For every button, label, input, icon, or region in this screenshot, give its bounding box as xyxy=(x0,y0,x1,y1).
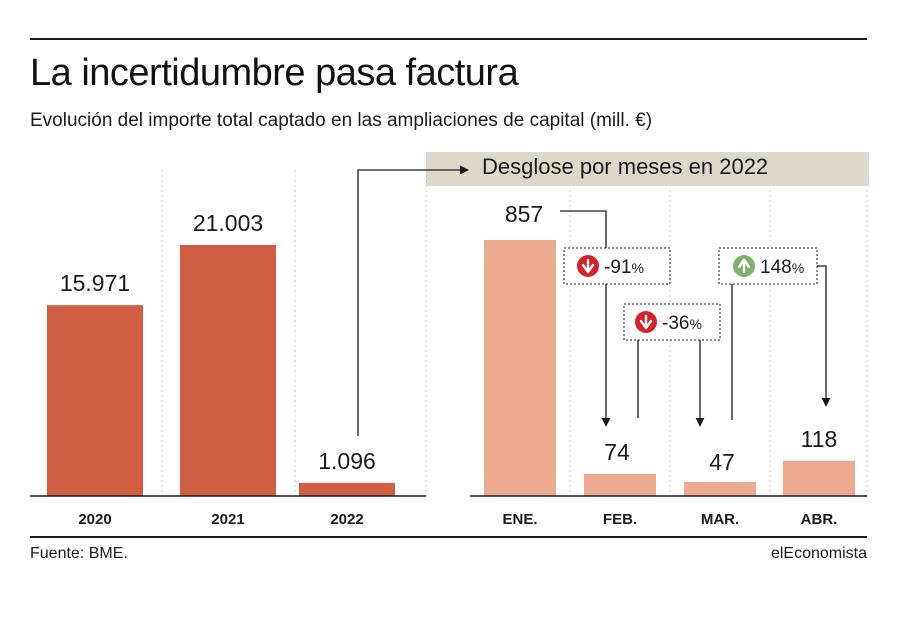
arrow-down-glyph xyxy=(581,258,595,274)
change-label-FEB.: -91% xyxy=(604,257,644,278)
chart-title: La incertidumbre pasa factura xyxy=(30,52,519,94)
monthly-banner-label: Desglose por meses en 2022 xyxy=(482,154,769,179)
data-label-2020: 15.971 xyxy=(60,270,130,296)
x-tick-ABR.: ABR. xyxy=(801,511,838,528)
data-label-MAR.: 47 xyxy=(709,449,735,475)
arrow-down-glyph xyxy=(639,314,653,330)
top-rule xyxy=(30,38,867,40)
arrow-up-glyph xyxy=(737,258,751,274)
x-tick-2020: 2020 xyxy=(78,511,111,528)
chart-subtitle: Evolución del importe total captado en l… xyxy=(30,110,653,131)
change-badge-FEB. xyxy=(563,247,671,285)
bar-2022 xyxy=(299,482,395,496)
data-label-ABR.: 118 xyxy=(801,426,838,452)
change-arrow-mar xyxy=(637,337,705,427)
brand-logo: elEconomista xyxy=(770,545,867,562)
change-arrow-abr xyxy=(731,265,831,420)
bar-MAR. xyxy=(684,481,756,496)
x-tick-2021: 2021 xyxy=(211,511,244,528)
bar-FEB. xyxy=(584,473,656,496)
bar-ENE. xyxy=(484,240,556,496)
data-label-2021: 21.003 xyxy=(193,210,263,236)
x-tick-MAR.: MAR. xyxy=(701,511,739,528)
x-tick-ENE.: ENE. xyxy=(502,511,537,528)
data-label-2022: 1.096 xyxy=(318,448,376,474)
connector-arrow xyxy=(357,165,469,436)
source-note: Fuente: BME. xyxy=(30,545,128,562)
monthly-banner xyxy=(426,152,869,186)
bar-2021 xyxy=(180,245,276,496)
bar-2020 xyxy=(47,305,143,496)
change-label-ABR.: 148% xyxy=(760,257,804,278)
x-tick-2022: 2022 xyxy=(330,511,363,528)
footer-rule xyxy=(30,536,867,538)
bar-ABR. xyxy=(783,460,855,496)
data-label-FEB.: 74 xyxy=(604,439,630,465)
change-label-MAR.: -36% xyxy=(662,313,702,334)
x-tick-FEB.: FEB. xyxy=(603,511,637,528)
change-arrow-feb xyxy=(560,210,611,427)
data-label-ENE.: 857 xyxy=(505,201,543,227)
